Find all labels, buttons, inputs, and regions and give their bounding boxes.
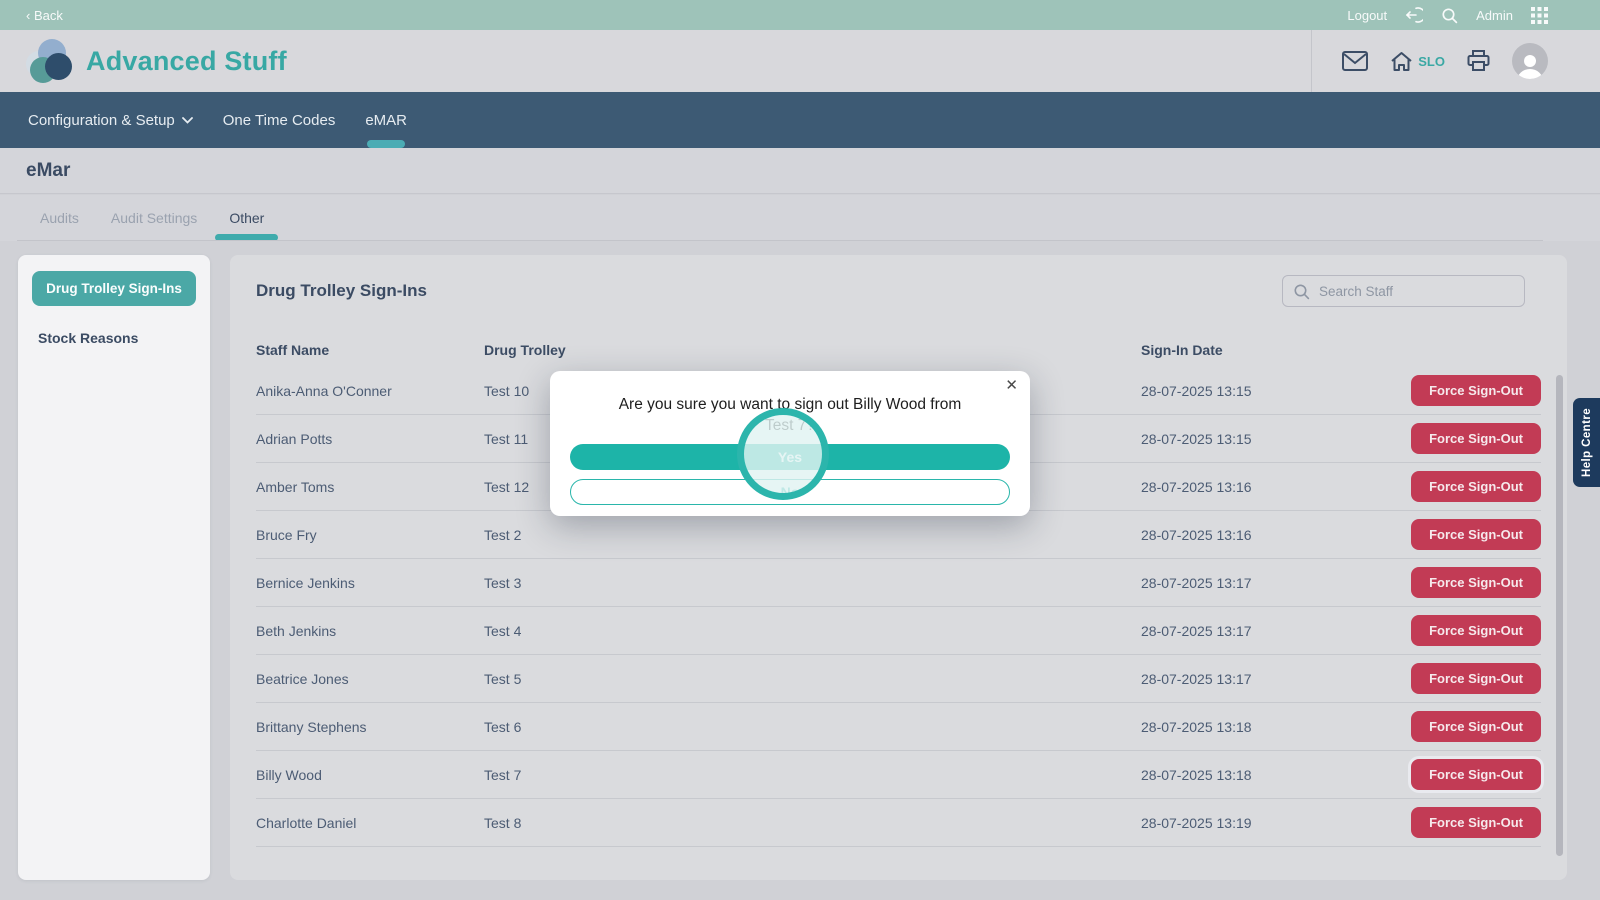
sign-out-confirm-dialog: ✕ Are you sure you want to sign out Bill… xyxy=(550,371,1030,516)
nav-item-emar[interactable]: eMAR xyxy=(363,92,409,148)
staff-name-cell: Beatrice Jones xyxy=(256,670,349,687)
force-sign-out-button[interactable]: Force Sign-Out xyxy=(1411,471,1541,502)
sign-in-date-cell: 28-07-2025 13:15 xyxy=(1141,430,1252,447)
app-title: Advanced Stuff xyxy=(86,45,287,76)
force-sign-out-button[interactable]: Force Sign-Out xyxy=(1411,759,1541,790)
table-row: Bruce Fry Test 2 28-07-2025 13:16 Force … xyxy=(256,511,1541,559)
table-row: Beatrice Jones Test 5 28-07-2025 13:17 F… xyxy=(256,655,1541,703)
sign-in-date-cell: 28-07-2025 13:16 xyxy=(1141,526,1252,543)
loading-spinner xyxy=(737,408,829,500)
sign-in-date-cell: 28-07-2025 13:15 xyxy=(1141,382,1252,399)
back-label: Back xyxy=(33,7,63,23)
table-row: Brittany Stephens Test 6 28-07-2025 13:1… xyxy=(256,703,1541,751)
app-header: Advanced Stuff SLO xyxy=(0,30,1600,92)
drug-trolley-cell: Test 12 xyxy=(484,478,530,495)
sign-in-date-cell: 28-07-2025 13:17 xyxy=(1141,670,1252,687)
force-sign-out-button[interactable]: Force Sign-Out xyxy=(1411,423,1541,454)
staff-search[interactable] xyxy=(1282,275,1525,307)
home-icon xyxy=(1391,51,1412,71)
logout-icon[interactable] xyxy=(1405,6,1424,24)
tabs-underline xyxy=(17,240,1543,241)
force-sign-out-button[interactable]: Force Sign-Out xyxy=(1411,663,1541,694)
header-divider xyxy=(1311,30,1313,92)
table-row: Charlotte Daniel Test 8 28-07-2025 13:19… xyxy=(256,799,1541,847)
print-icon[interactable] xyxy=(1467,50,1490,72)
app-logo xyxy=(26,39,72,83)
main-panel: Drug Trolley Sign-Ins Staff Name Drug Tr… xyxy=(230,255,1567,880)
table-row: Bernice Jenkins Test 3 28-07-2025 13:17 … xyxy=(256,559,1541,607)
sidebar-item-drug-trolley-sign-ins[interactable]: Drug Trolley Sign-Ins xyxy=(32,271,196,306)
staff-name-cell: Amber Toms xyxy=(256,478,335,495)
force-sign-out-button[interactable]: Force Sign-Out xyxy=(1411,519,1541,550)
table-row: Anika-Anna O'Conner Test 10 28-07-2025 1… xyxy=(256,367,1541,415)
force-sign-out-button[interactable]: Force Sign-Out xyxy=(1411,375,1541,406)
table-scrollbar[interactable] xyxy=(1556,375,1563,856)
brand: Advanced Stuff xyxy=(26,39,287,83)
search-icon[interactable] xyxy=(1441,7,1458,24)
sidebar: Drug Trolley Sign-Ins Stock Reasons xyxy=(18,255,210,880)
site-badge: SLO xyxy=(1418,53,1445,69)
sign-in-date-cell: 28-07-2025 13:19 xyxy=(1141,814,1252,831)
panel-title: Drug Trolley Sign-Ins xyxy=(256,281,427,300)
nav-item-configuration-setup[interactable]: Configuration & Setup xyxy=(26,92,195,148)
staff-name-cell: Billy Wood xyxy=(256,766,322,783)
table-header: Staff Name Drug Trolley Sign-In Date xyxy=(256,333,1541,367)
staff-name-cell: Brittany Stephens xyxy=(256,718,367,735)
top-utility-bar: ‹ Back Logout Admin xyxy=(0,0,1600,30)
tabs-bar: Audits Audit Settings Other xyxy=(0,195,1600,241)
home-location[interactable]: SLO xyxy=(1390,51,1445,72)
apps-grid-icon[interactable] xyxy=(1531,6,1548,24)
drug-trolley-cell: Test 5 xyxy=(484,670,522,687)
drug-trolley-cell: Test 6 xyxy=(484,718,522,735)
nav-item-one-time-codes[interactable]: One Time Codes xyxy=(222,111,336,129)
sign-in-date-cell: 28-07-2025 13:18 xyxy=(1141,766,1252,783)
staff-name-cell: Bernice Jenkins xyxy=(256,574,355,591)
col-sign-in-date: Sign-In Date xyxy=(1141,342,1223,358)
logout-link[interactable]: Logout xyxy=(1347,7,1388,23)
search-icon xyxy=(1294,284,1310,299)
staff-name-cell: Adrian Potts xyxy=(256,430,333,447)
force-sign-out-button[interactable]: Force Sign-Out xyxy=(1411,711,1541,742)
drug-trolley-cell: Test 7 xyxy=(484,766,522,783)
col-drug-trolley: Drug Trolley xyxy=(484,342,566,358)
drug-trolley-cell: Test 8 xyxy=(484,814,522,831)
main-nav: Configuration & Setup One Time Codes eMA… xyxy=(0,92,1600,148)
tab-audits[interactable]: Audits xyxy=(40,210,79,226)
force-sign-out-button[interactable]: Force Sign-Out xyxy=(1411,615,1541,646)
col-staff-name: Staff Name xyxy=(256,342,330,358)
back-link[interactable]: ‹ Back xyxy=(26,8,63,23)
sign-in-date-cell: 28-07-2025 13:18 xyxy=(1141,718,1252,735)
tab-audit-settings[interactable]: Audit Settings xyxy=(110,210,198,226)
back-chevron-icon: ‹ xyxy=(26,7,31,23)
table-row: Billy Wood Test 7 28-07-2025 13:18 Force… xyxy=(256,751,1541,799)
tab-other[interactable]: Other xyxy=(215,195,279,241)
close-icon[interactable]: ✕ xyxy=(1005,377,1018,394)
sign-in-date-cell: 28-07-2025 13:16 xyxy=(1141,478,1252,495)
mail-icon[interactable] xyxy=(1342,51,1369,71)
sidebar-item-stock-reasons[interactable]: Stock Reasons xyxy=(38,330,139,346)
drug-trolley-cell: Test 10 xyxy=(484,382,530,399)
force-sign-out-button[interactable]: Force Sign-Out xyxy=(1411,567,1541,598)
table-row: Beth Jenkins Test 4 28-07-2025 13:17 For… xyxy=(256,607,1541,655)
drug-trolley-cell: Test 11 xyxy=(484,430,529,447)
staff-name-cell: Anika-Anna O'Conner xyxy=(256,382,392,399)
drug-trolley-cell: Test 3 xyxy=(484,574,522,591)
staff-name-cell: Bruce Fry xyxy=(256,526,317,543)
user-avatar[interactable] xyxy=(1512,43,1548,79)
help-centre-tab[interactable]: Help Centre xyxy=(1573,398,1600,487)
page-title: eMar xyxy=(26,159,71,181)
staff-name-cell: Beth Jenkins xyxy=(256,622,337,639)
help-centre-label: Help Centre xyxy=(1580,408,1593,477)
chevron-down-icon xyxy=(181,116,193,124)
sign-in-date-cell: 28-07-2025 13:17 xyxy=(1141,622,1252,639)
staff-name-cell: Charlotte Daniel xyxy=(256,814,357,831)
sign-in-date-cell: 28-07-2025 13:17 xyxy=(1141,574,1252,591)
drug-trolley-cell: Test 2 xyxy=(484,526,522,543)
force-sign-out-button[interactable]: Force Sign-Out xyxy=(1411,807,1541,838)
search-input[interactable] xyxy=(1319,283,1499,299)
admin-link[interactable]: Admin xyxy=(1476,7,1513,23)
page-title-bar: eMar xyxy=(0,148,1600,194)
drug-trolley-cell: Test 4 xyxy=(484,622,522,639)
